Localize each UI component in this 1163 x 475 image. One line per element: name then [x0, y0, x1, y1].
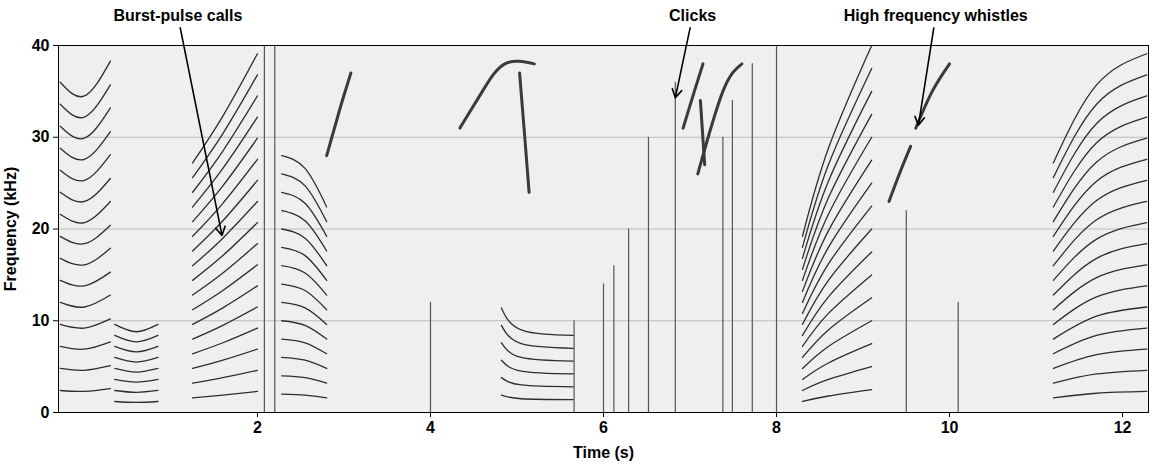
- svg-text:8: 8: [772, 419, 781, 436]
- svg-text:30: 30: [32, 128, 50, 145]
- svg-text:Time (s): Time (s): [573, 444, 634, 461]
- svg-text:High frequency whistles: High frequency whistles: [844, 7, 1028, 24]
- svg-text:40: 40: [32, 37, 50, 54]
- svg-text:Clicks: Clicks: [669, 7, 716, 24]
- svg-text:6: 6: [599, 419, 608, 436]
- svg-text:Burst-pulse calls: Burst-pulse calls: [113, 7, 242, 24]
- svg-text:4: 4: [426, 419, 435, 436]
- svg-text:10: 10: [32, 312, 50, 329]
- svg-text:0: 0: [41, 404, 50, 421]
- svg-text:10: 10: [941, 419, 959, 436]
- svg-text:Frequency (kHz): Frequency (kHz): [2, 167, 19, 291]
- svg-text:2: 2: [253, 419, 262, 436]
- svg-text:20: 20: [32, 220, 50, 237]
- svg-text:12: 12: [1114, 419, 1132, 436]
